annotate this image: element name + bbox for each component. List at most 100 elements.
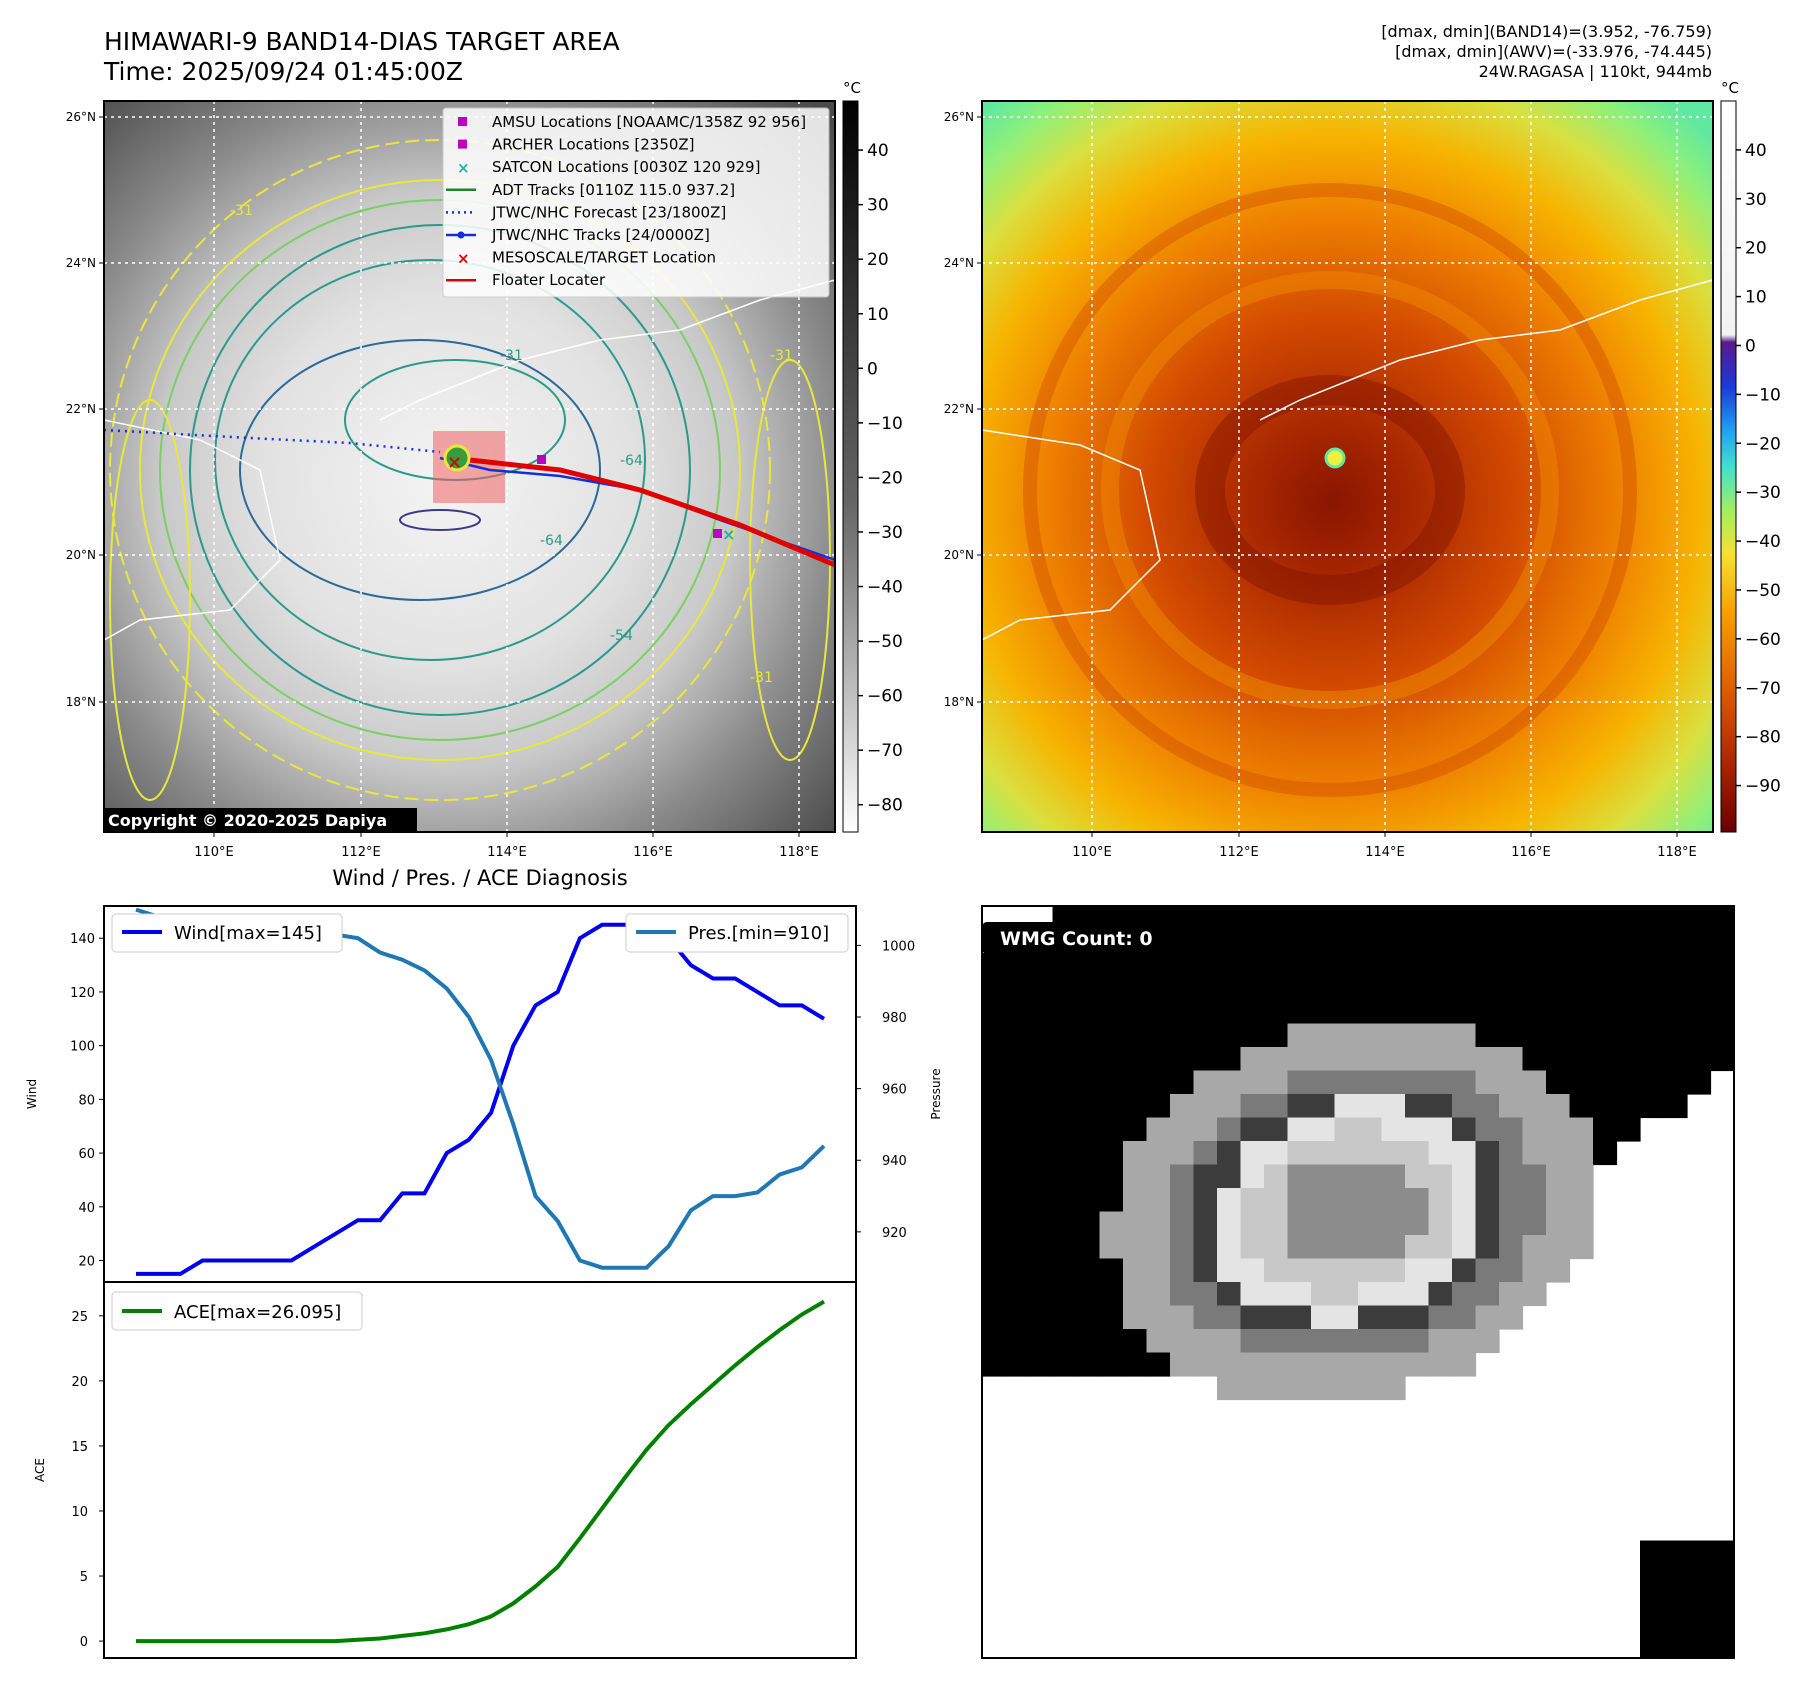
wmg-pixel bbox=[1499, 1141, 1524, 1166]
wmg-pixel bbox=[1311, 1258, 1336, 1283]
wmg-pixel bbox=[1522, 1070, 1547, 1095]
wmg-pixel bbox=[1334, 1258, 1359, 1283]
wmg-pixel bbox=[1217, 1258, 1242, 1283]
wmg-pixel bbox=[1499, 1282, 1524, 1307]
wind-tick-label: 60 bbox=[78, 1147, 95, 1162]
ace-tick-label: 5 bbox=[80, 1570, 88, 1585]
wmg-pixel bbox=[1005, 1141, 1030, 1166]
wmg-pixel bbox=[1569, 1047, 1594, 1072]
colorbar-tick-label: −80 bbox=[867, 796, 903, 816]
wmg-pixel bbox=[1099, 1023, 1124, 1048]
wmg-pixel bbox=[1099, 1305, 1124, 1330]
wind-tick-label: 120 bbox=[70, 986, 95, 1001]
wmg-pixel bbox=[1170, 1188, 1195, 1213]
wmg-pixel bbox=[1593, 1047, 1618, 1072]
wmg-pixel bbox=[1264, 1141, 1289, 1166]
wmg-pixel bbox=[1616, 929, 1641, 954]
wmg-pixel bbox=[1052, 1164, 1077, 1189]
wind-tick-label: 100 bbox=[70, 1040, 95, 1055]
wmg-pixel bbox=[1334, 1329, 1359, 1354]
wmg-pixel bbox=[1663, 1047, 1688, 1072]
wmg-pixel bbox=[1076, 1282, 1101, 1307]
wmg-pixel bbox=[1616, 1000, 1641, 1025]
wmg-pixel bbox=[1452, 1000, 1477, 1025]
wmg-pixel bbox=[1546, 1258, 1571, 1283]
legend-label: AMSU Locations [NOAAMC/1358Z 92 956] bbox=[492, 113, 806, 131]
wmg-pixel bbox=[1358, 1117, 1383, 1142]
ace-ylabel: ACE bbox=[33, 1458, 47, 1482]
wmg-pixel bbox=[1217, 976, 1242, 1001]
wmg-pixel bbox=[1428, 1164, 1453, 1189]
wmg-pixel bbox=[1452, 953, 1477, 978]
wmg-pixel bbox=[1710, 929, 1735, 954]
wmg-pixel bbox=[1358, 1376, 1383, 1401]
legend-entry: JTWC/NHC Forecast [23/1800Z] bbox=[446, 203, 726, 221]
wmg-pixel bbox=[1123, 1282, 1148, 1307]
wmg-pixel bbox=[1311, 1117, 1336, 1142]
wmg-pixel bbox=[1405, 1282, 1430, 1307]
wmg-pixel bbox=[1311, 1188, 1336, 1213]
wmg-pixel bbox=[1452, 1023, 1477, 1048]
floater-track bbox=[469, 457, 835, 568]
wmg-pixel bbox=[1287, 929, 1312, 954]
wmg-pixel bbox=[1546, 1094, 1571, 1119]
ace-series-line bbox=[136, 1299, 826, 1644]
wmg-pixel bbox=[1663, 1023, 1688, 1048]
wmg-pixel bbox=[1358, 953, 1383, 978]
wmg-pixel bbox=[1217, 1305, 1242, 1330]
wmg-pixel bbox=[1076, 1352, 1101, 1377]
ace-tick-label: 0 bbox=[80, 1635, 88, 1650]
wmg-pixel bbox=[1193, 1117, 1218, 1142]
wmg-pixel bbox=[1170, 1211, 1195, 1236]
wmg-pixel bbox=[1240, 1164, 1265, 1189]
legend-panel1: AMSU Locations [NOAAMC/1358Z 92 956] ARCH… bbox=[442, 107, 830, 298]
wmg-pixel bbox=[982, 1258, 1007, 1283]
wmg-pixel bbox=[1334, 976, 1359, 1001]
wmg-pixel bbox=[1005, 1117, 1030, 1142]
wmg-pixel bbox=[1475, 1282, 1500, 1307]
wmg-pixel bbox=[1311, 1000, 1336, 1025]
wmg-pixel bbox=[1334, 1188, 1359, 1213]
wmg-pixel bbox=[1522, 1023, 1547, 1048]
legend-entry: × SATCON Locations [0030Z 120 929] bbox=[457, 158, 760, 177]
wmg-pixel bbox=[1311, 1164, 1336, 1189]
wmg-pixel bbox=[1358, 1211, 1383, 1236]
wmg-pixel bbox=[1640, 1611, 1665, 1636]
wmg-pixel bbox=[1381, 1023, 1406, 1048]
colorbar-tick-label: −90 bbox=[1745, 777, 1781, 797]
wmg-pixel bbox=[1264, 1047, 1289, 1072]
wmg-pixel bbox=[1405, 1094, 1430, 1119]
legend-label: JTWC/NHC Tracks [24/0000Z] bbox=[491, 226, 710, 244]
wmg-pixel bbox=[1240, 1352, 1265, 1377]
wmg-pixel bbox=[1264, 1164, 1289, 1189]
wmg-pixel bbox=[1381, 1188, 1406, 1213]
wmg-pixel bbox=[1569, 1164, 1594, 1189]
wmg-pixel bbox=[1522, 1211, 1547, 1236]
wmg-pixel bbox=[1499, 1235, 1524, 1260]
wmg-pixel bbox=[1569, 1000, 1594, 1025]
wmg-pixel bbox=[1146, 1117, 1171, 1142]
wmg-pixel bbox=[1217, 1352, 1242, 1377]
wmg-pixel bbox=[1005, 953, 1030, 978]
wmg-pixel bbox=[1170, 1047, 1195, 1072]
copyright-badge bbox=[104, 808, 417, 832]
wmg-pixel bbox=[1099, 1141, 1124, 1166]
wmg-pixel bbox=[1029, 1282, 1054, 1307]
lon-tick-label: 118°E bbox=[1657, 845, 1697, 860]
pres-legend-label: Pres.[min=910] bbox=[688, 923, 829, 944]
wmg-pixel bbox=[1428, 976, 1453, 1001]
lon-tick-label: 114°E bbox=[1365, 845, 1405, 860]
wmg-pixel bbox=[1146, 1258, 1171, 1283]
wmg-pixel bbox=[1076, 1047, 1101, 1072]
legend-square-marker bbox=[458, 139, 467, 149]
colorbar-tick-label: −40 bbox=[1745, 532, 1781, 552]
wmg-pixel bbox=[1428, 1235, 1453, 1260]
wmg-pixel bbox=[1287, 1094, 1312, 1119]
wmg-pixel bbox=[1193, 1047, 1218, 1072]
wmg-pixel bbox=[1663, 1587, 1688, 1612]
wmg-pixel bbox=[1264, 929, 1289, 954]
wmg-pixel bbox=[1381, 1329, 1406, 1354]
wmg-pixel bbox=[1428, 929, 1453, 954]
wmg-pixel bbox=[1405, 1329, 1430, 1354]
